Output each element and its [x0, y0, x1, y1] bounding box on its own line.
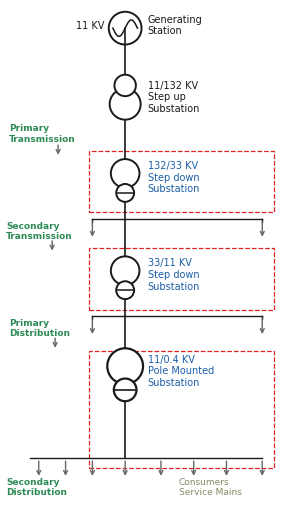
Text: 11 KV: 11 KV [76, 20, 104, 31]
Text: 33/11 KV
Step down
Substation: 33/11 KV Step down Substation [148, 259, 200, 291]
Ellipse shape [110, 89, 141, 120]
Ellipse shape [114, 378, 136, 401]
Text: 11/132 KV
Step up
Substation: 11/132 KV Step up Substation [148, 81, 200, 114]
Text: Primary
Transmission: Primary Transmission [9, 124, 76, 144]
Ellipse shape [111, 257, 139, 285]
Ellipse shape [116, 281, 134, 299]
Text: Generating
Station: Generating Station [148, 15, 202, 36]
Bar [89, 351, 274, 468]
Text: 11/0.4 KV
Pole Mounted
Substation: 11/0.4 KV Pole Mounted Substation [148, 355, 214, 388]
Text: Consumers
Service Mains: Consumers Service Mains [179, 478, 242, 497]
Ellipse shape [111, 159, 139, 188]
Bar [89, 248, 274, 310]
Text: 132/33 KV
Step down
Substation: 132/33 KV Step down Substation [148, 161, 200, 194]
Bar [89, 151, 274, 212]
Ellipse shape [107, 348, 143, 384]
Ellipse shape [116, 184, 134, 202]
Text: Secondary
Distribution: Secondary Distribution [6, 478, 67, 497]
Ellipse shape [114, 75, 136, 96]
Text: Primary
Distribution: Primary Distribution [9, 319, 70, 338]
Text: Secondary
Transmission: Secondary Transmission [6, 222, 73, 241]
